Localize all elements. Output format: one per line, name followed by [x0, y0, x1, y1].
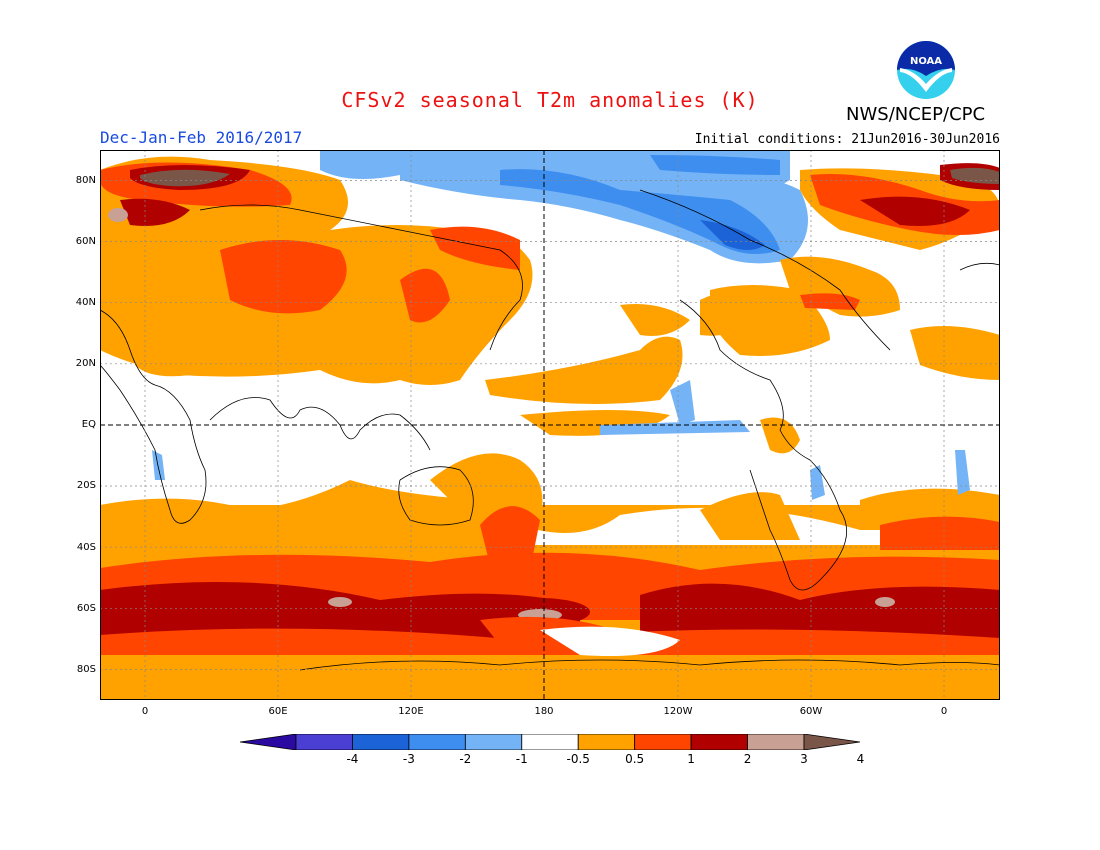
- noaa-logo: NOAA: [897, 41, 955, 99]
- colorbar-swatch: [521, 734, 579, 750]
- colorbar-min-arrow: [240, 734, 297, 750]
- season-label: Dec-Jan-Feb 2016/2017: [100, 128, 303, 147]
- colorbar-swatch: [464, 734, 523, 750]
- initial-conditions-label: Initial conditions: 21Jun2016-30Jun2016: [694, 132, 1000, 147]
- colorbar-swatch: [295, 734, 353, 750]
- colorbar-tick-label: 2: [743, 752, 752, 766]
- colorbar: [240, 734, 860, 750]
- lat-label-20s: 20S: [76, 480, 96, 491]
- lon-label-0-west: 0: [141, 706, 149, 717]
- lat-label-20n: 20N: [75, 358, 96, 369]
- coastlines: [100, 189, 1000, 671]
- lat-label-40s: 40S: [76, 542, 96, 553]
- colorbar-swatch: [408, 734, 466, 750]
- anomaly-map: [100, 150, 1000, 700]
- lat-label-60s: 60S: [76, 603, 96, 614]
- colorbar-tick-label: 1: [687, 752, 695, 766]
- lat-label-40n: 40N: [75, 297, 96, 308]
- colorbar-swatch: [352, 734, 410, 750]
- map-frame: [100, 150, 1000, 700]
- colorbar-tick-label: 0.5: [625, 752, 645, 766]
- noaa-logo-text: NOAA: [910, 56, 942, 67]
- north-pacific-warm: [485, 336, 683, 404]
- reference-lines: [100, 150, 1000, 700]
- lon-label-120e: 120E: [398, 706, 424, 717]
- lon-label-120w: 120W: [663, 706, 693, 717]
- colorbar-max-arrow: [803, 734, 860, 750]
- chart-title: CFSv2 seasonal T2m anomalies (K): [341, 88, 759, 112]
- colorbar-tick-label: -4: [346, 752, 359, 766]
- lon-label-0-east: 0: [940, 706, 948, 717]
- lat-label-eq: EQ: [81, 419, 96, 430]
- colorbar-tick-label: 4: [856, 752, 865, 766]
- lon-label-60w: 60W: [799, 706, 823, 717]
- lon-label-60e: 60E: [268, 706, 288, 717]
- lon-label-180: 180: [534, 706, 554, 717]
- colorbar-tick-label: -1: [515, 752, 528, 766]
- colorbar-tick-label: -0.5: [566, 752, 590, 766]
- colorbar-tick-label: -2: [459, 752, 472, 766]
- lat-label-80n: 80N: [75, 175, 96, 186]
- lat-label-80s: 80S: [76, 664, 96, 675]
- equatorial-cool-strip: [600, 420, 750, 435]
- colorbar-swatch: [577, 734, 636, 750]
- colorbar-tick-label: -3: [402, 752, 415, 766]
- lat-label-60n: 60N: [75, 236, 96, 247]
- agency-label: NWS/NCEP/CPC: [846, 104, 986, 125]
- colorbar-swatch: [634, 734, 692, 750]
- colorbar-swatch: [690, 734, 748, 750]
- colorbar-swatch: [747, 734, 805, 750]
- colorbar-tick-label: 3: [800, 752, 808, 766]
